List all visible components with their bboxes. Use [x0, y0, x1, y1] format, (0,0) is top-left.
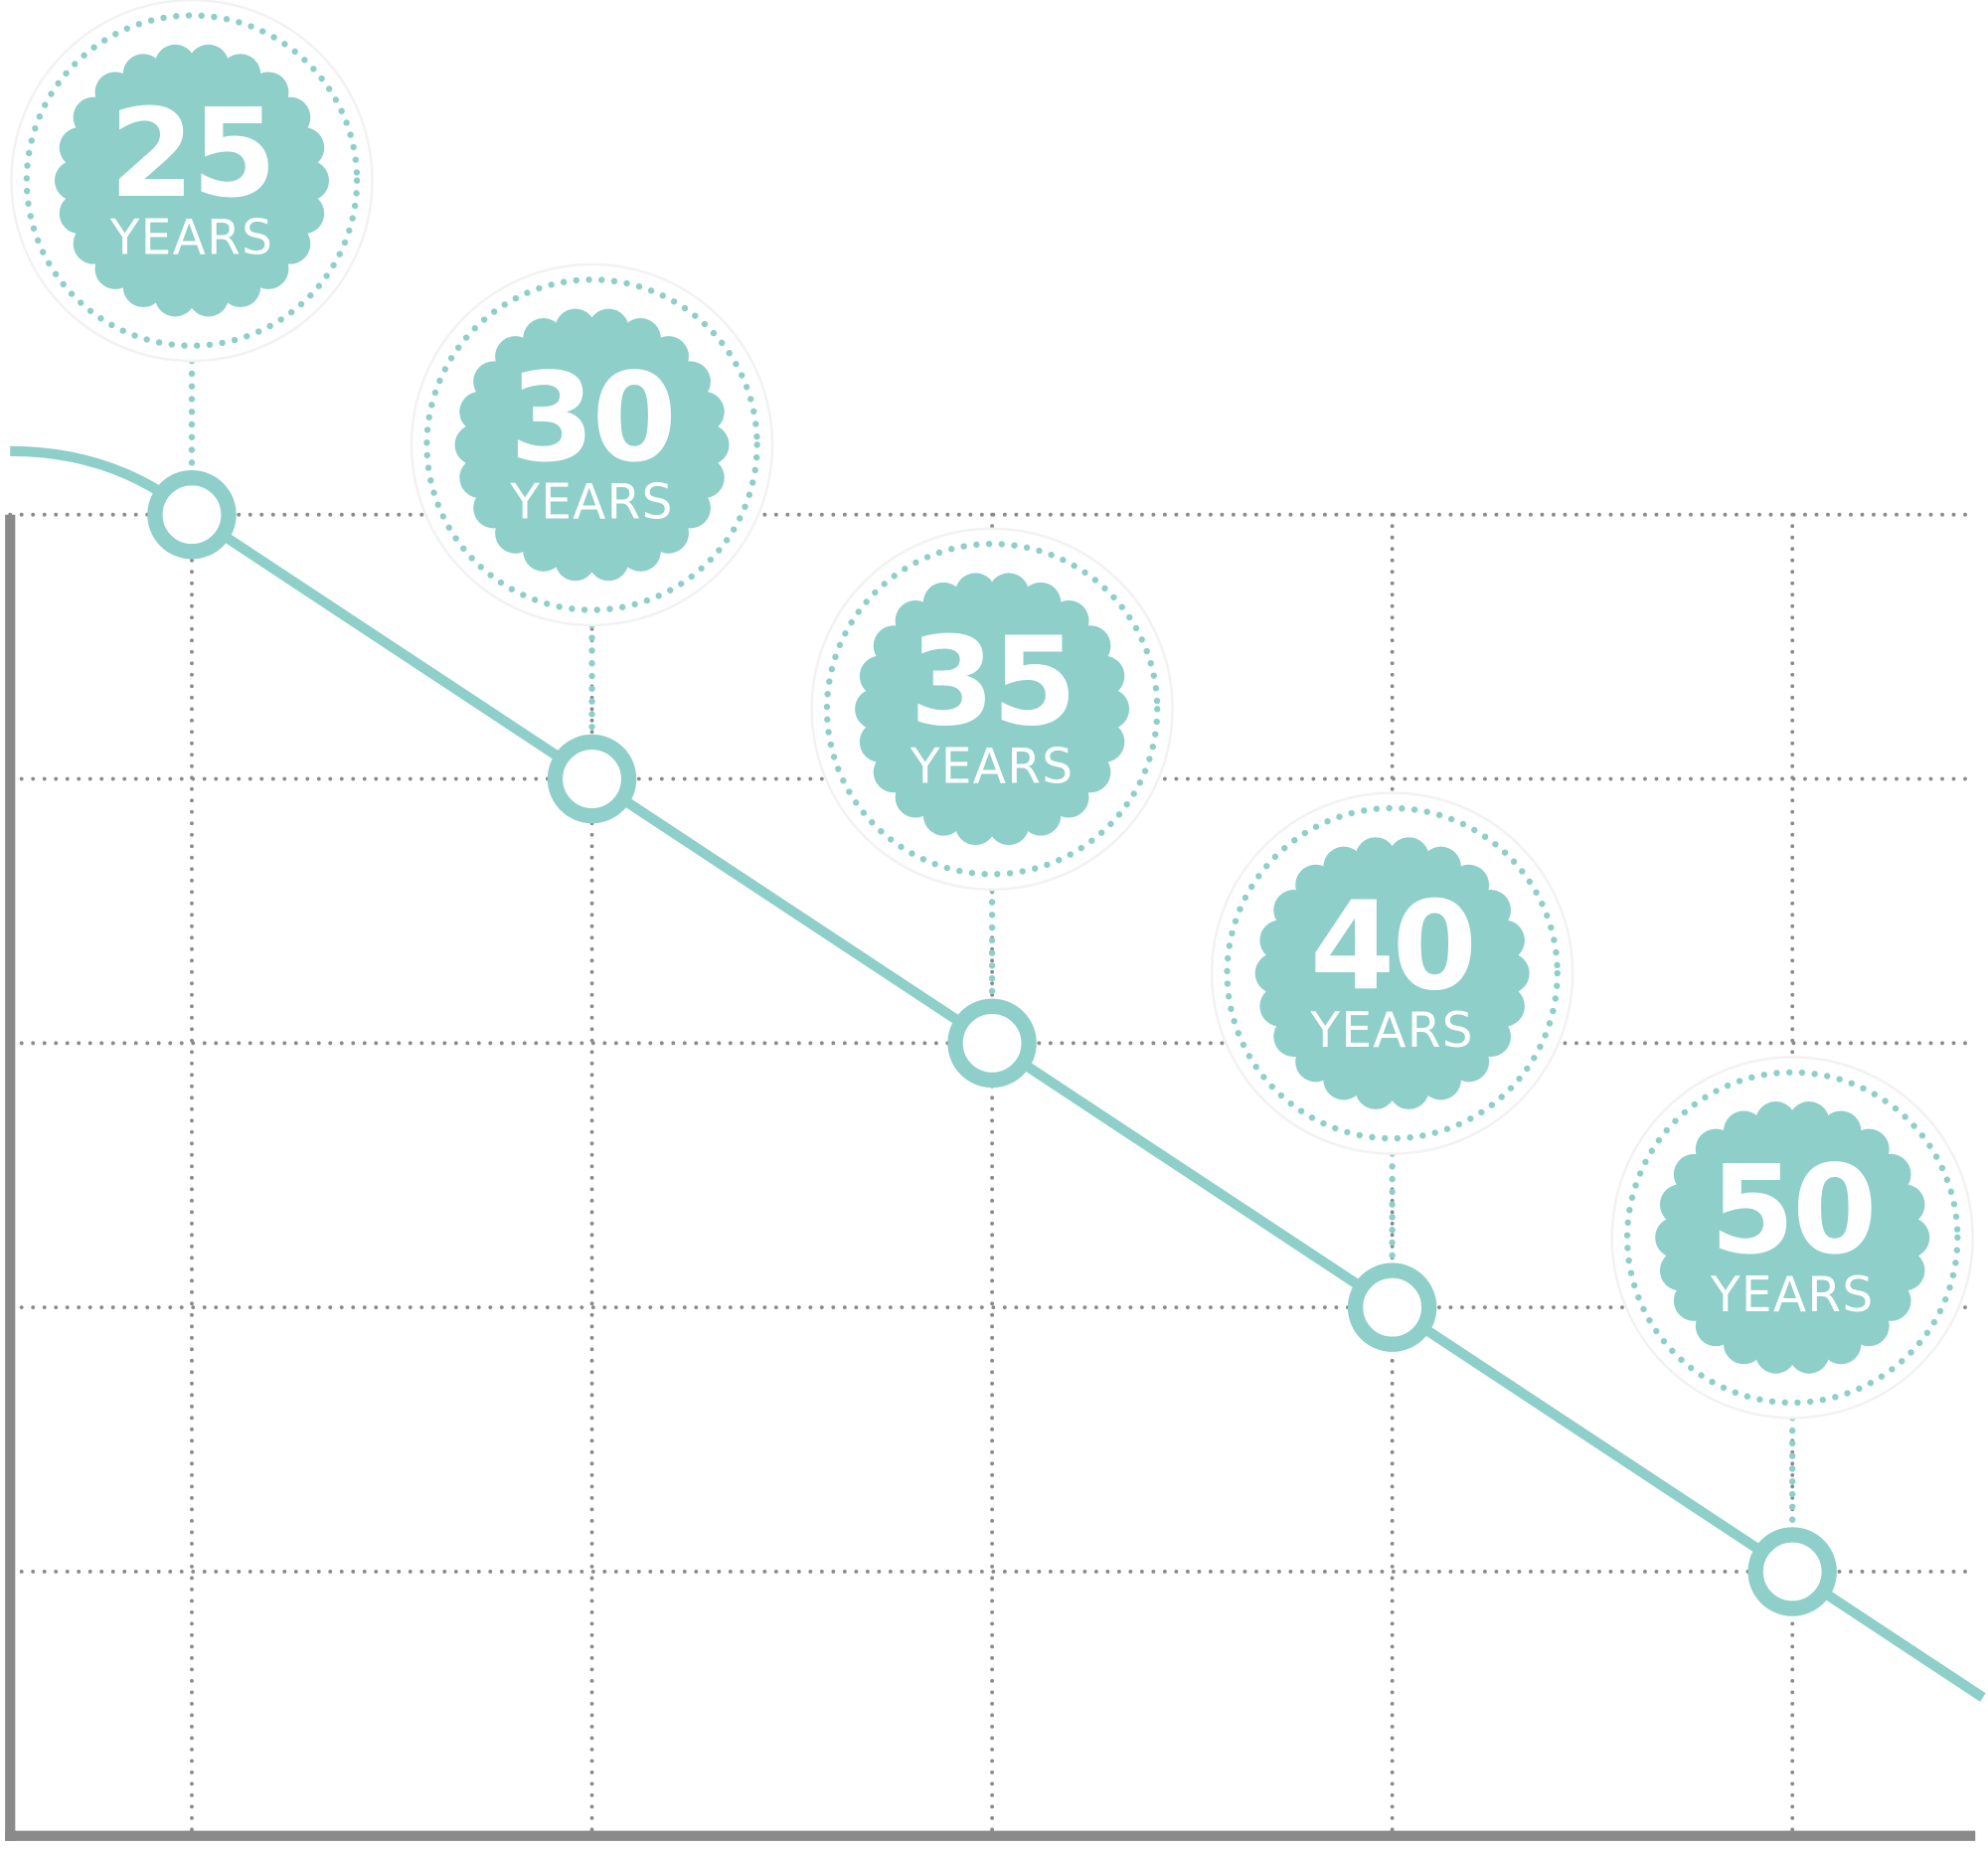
- data-point: [1347, 1262, 1437, 1352]
- badge-body: [1272, 853, 1512, 1093]
- data-point: [1747, 1527, 1837, 1616]
- data-point: [147, 469, 237, 560]
- badge-number: 30: [510, 347, 675, 489]
- badge-ring: [823, 540, 1161, 878]
- badge-body: [472, 325, 712, 565]
- badge-ring: [1623, 1069, 1961, 1407]
- badge-unit: YEARS: [109, 211, 273, 266]
- badge-body: [872, 589, 1112, 829]
- data-point: [547, 734, 637, 824]
- badge-ring: [23, 12, 361, 349]
- badge-body: [1673, 1117, 1912, 1358]
- badge-number: 40: [1310, 875, 1475, 1017]
- badge-unit: YEARS: [1710, 1267, 1874, 1323]
- badge-body: [72, 61, 312, 300]
- badge-number: 50: [1710, 1139, 1875, 1281]
- badge-unit: YEARS: [910, 739, 1074, 794]
- data-point: [947, 998, 1037, 1089]
- badge-unit: YEARS: [509, 475, 673, 531]
- badge-number: 35: [910, 611, 1075, 754]
- badge-ring: [423, 276, 760, 613]
- badge-ring: [1224, 804, 1561, 1142]
- badge-number: 25: [109, 83, 274, 225]
- badge-unit: YEARS: [1309, 1003, 1473, 1059]
